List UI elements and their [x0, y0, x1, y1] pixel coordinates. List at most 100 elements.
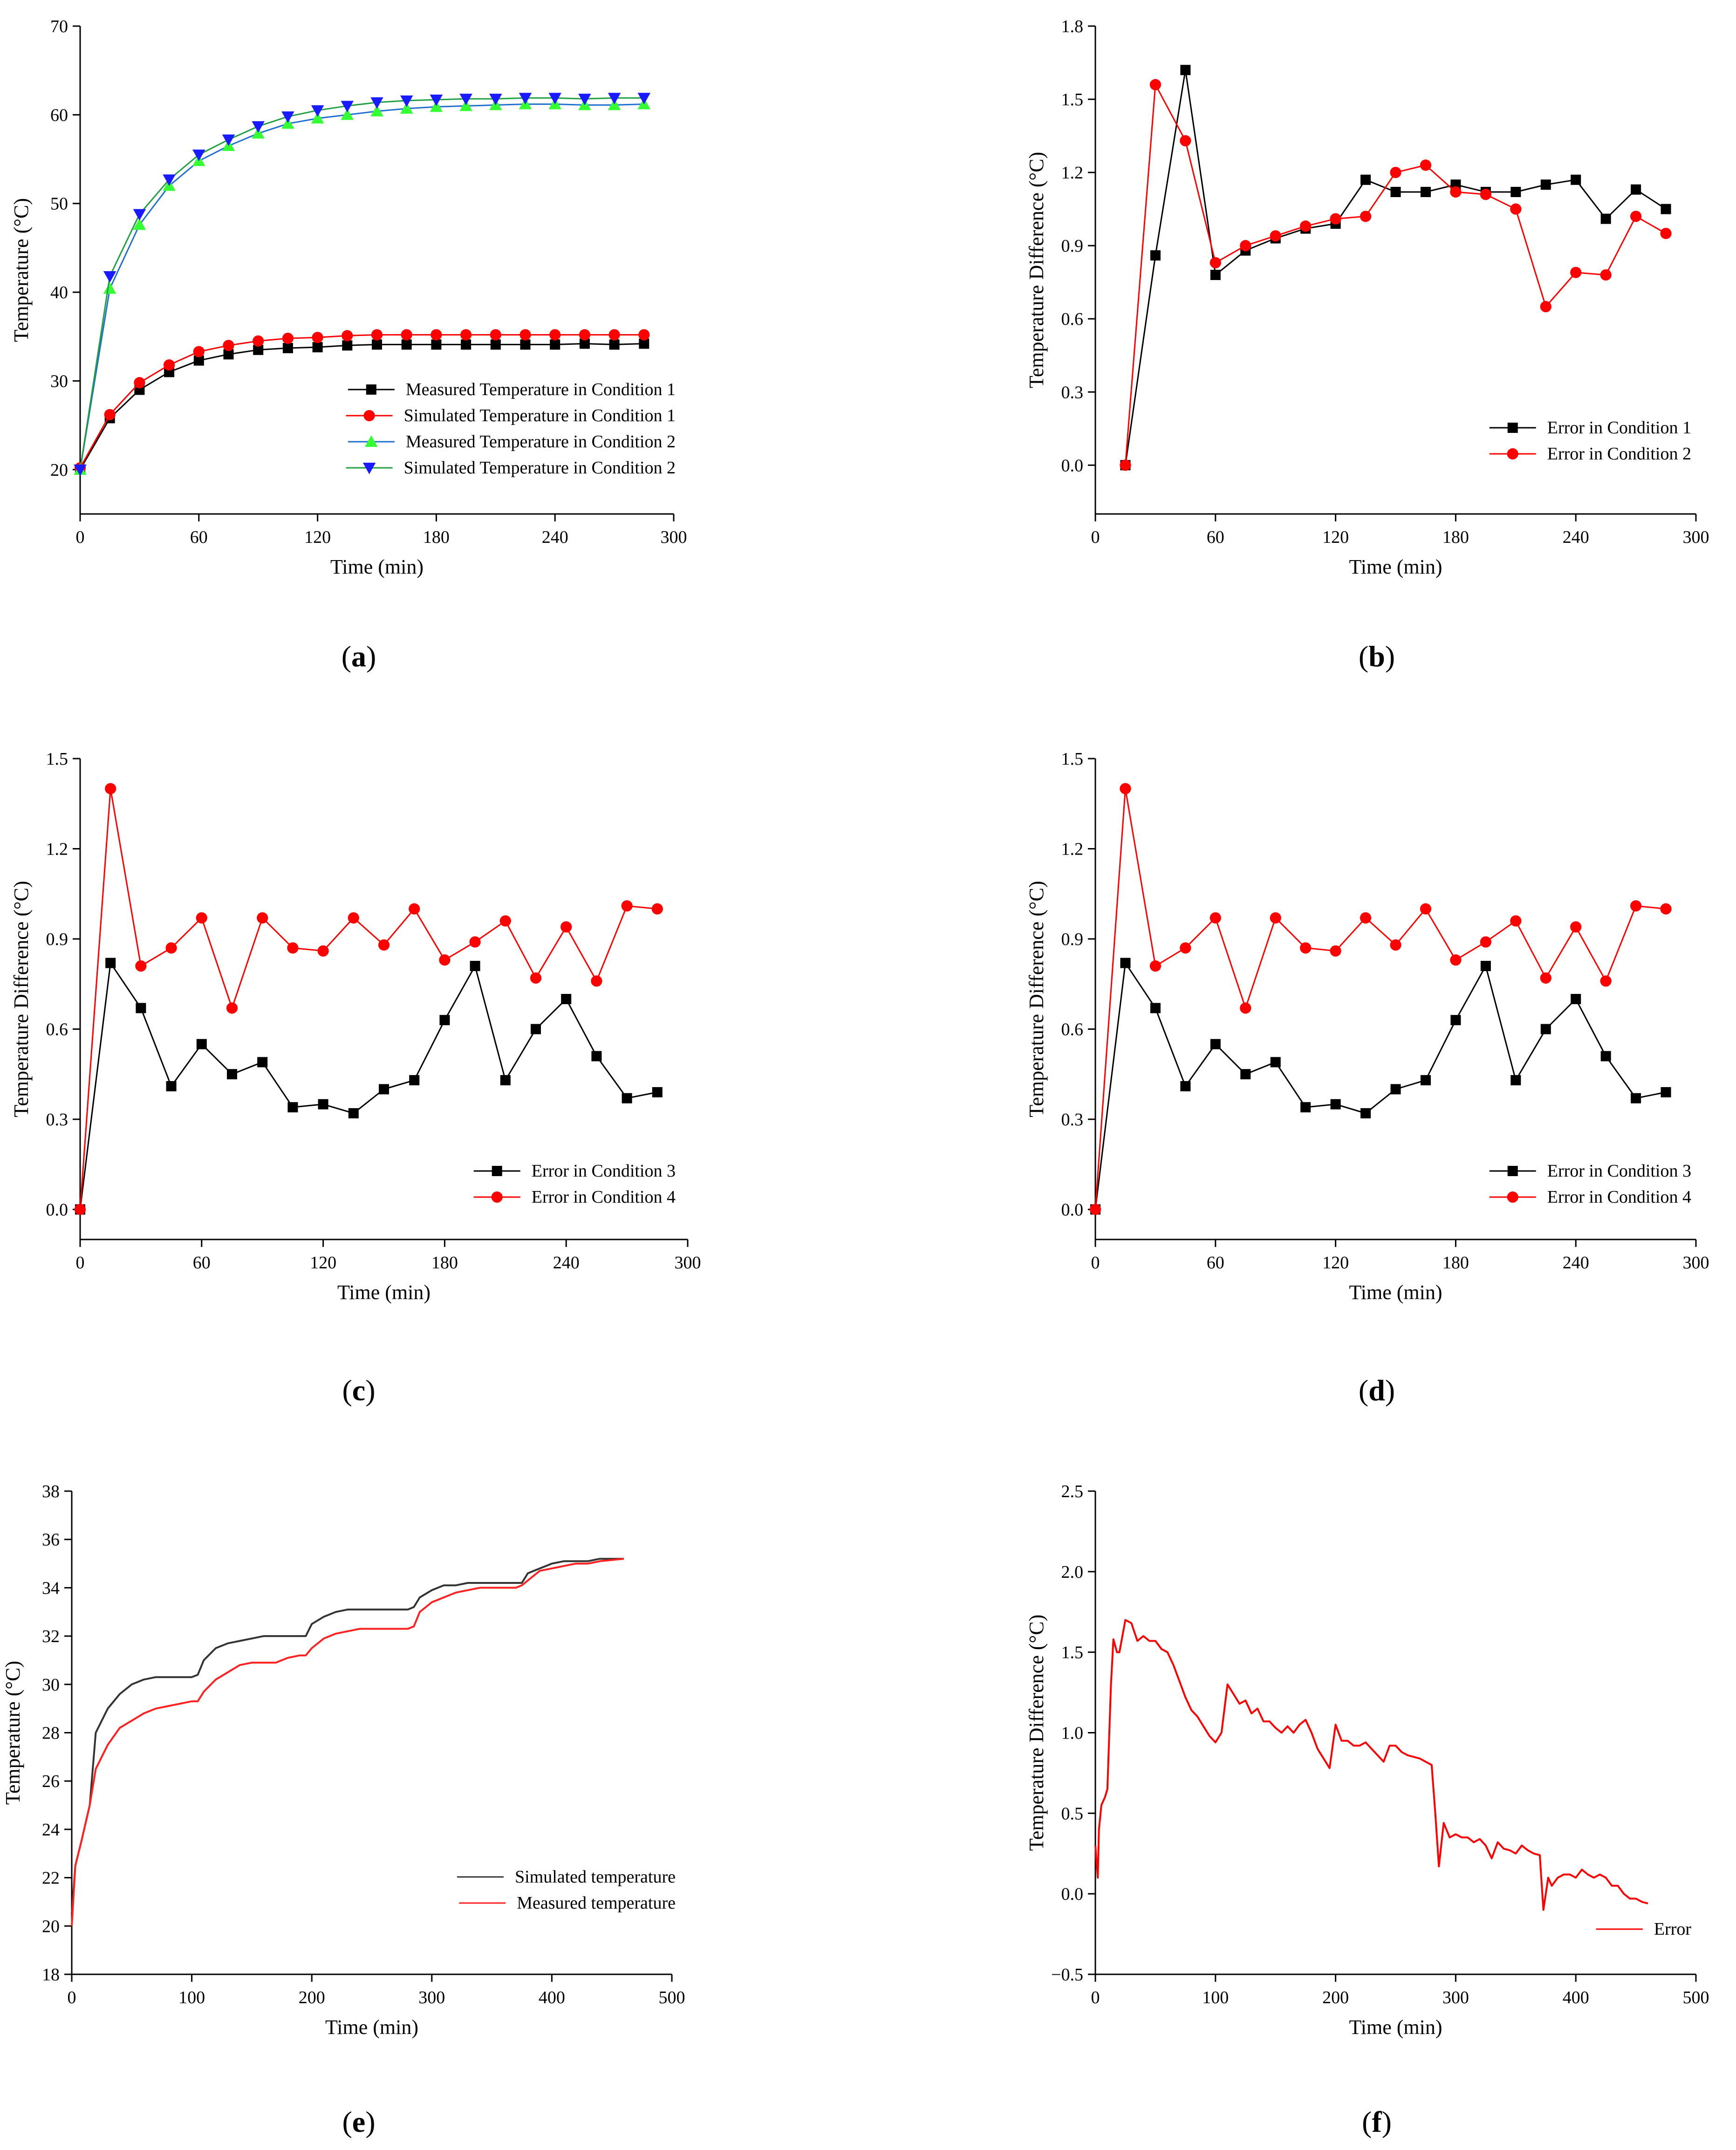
data-point	[342, 330, 353, 342]
data-point	[1450, 954, 1462, 966]
y-tick-label: 1.5	[1061, 749, 1084, 769]
x-tick-label: 0	[1091, 527, 1100, 547]
panel-label-close: )	[1385, 640, 1395, 673]
panel-label: (a)	[342, 640, 376, 673]
series-line	[79, 103, 644, 470]
y-tick-label: 38	[42, 1482, 60, 1501]
y-axis-title: Temperature (°C)	[10, 198, 33, 342]
data-point	[409, 1075, 420, 1086]
x-tick-label: 60	[193, 1253, 211, 1273]
data-point	[281, 111, 294, 123]
legend-label: Error	[1654, 1919, 1692, 1939]
data-point	[1420, 903, 1432, 915]
panel-label-open: (	[342, 640, 351, 673]
data-point	[311, 112, 324, 123]
data-point	[519, 329, 531, 341]
y-tick-label: 1.8	[1061, 17, 1084, 36]
data-point	[409, 903, 420, 915]
x-tick-label: 400	[539, 1988, 565, 2007]
data-point	[1330, 1099, 1341, 1109]
x-tick-label: 180	[423, 527, 450, 547]
y-tick-label: 1.2	[46, 840, 68, 859]
x-tick-label: 100	[1202, 1988, 1229, 2007]
y-tick-label: 30	[50, 371, 68, 391]
y-tick-label: 0.6	[1061, 1020, 1084, 1040]
y-tick-label: 22	[42, 1869, 60, 1888]
data-point	[1180, 1081, 1191, 1092]
data-point	[1150, 1003, 1161, 1013]
data-point	[136, 1003, 146, 1013]
series-4	[74, 93, 651, 476]
data-point	[105, 783, 116, 794]
panel-label-open: (	[1362, 2105, 1372, 2138]
legend-swatch-marker	[491, 1191, 503, 1203]
legend: Error in Condition 3 Error in Condition 4	[473, 1161, 676, 1207]
data-point	[608, 98, 621, 110]
y-tick-label: 1.2	[1061, 163, 1084, 183]
y-tick-label: 0.0	[46, 1200, 68, 1220]
x-axis-title: Time (min)	[1349, 555, 1442, 578]
legend-label: Error in Condition 1	[1547, 418, 1691, 438]
data-point	[1630, 211, 1642, 222]
panel-label: (c)	[342, 1374, 375, 1407]
data-point	[621, 900, 633, 912]
x-tick-label: 500	[659, 1988, 685, 2007]
data-point	[253, 344, 264, 355]
y-tick-label: 20	[42, 1917, 60, 1936]
chart-panel-e: 0 100 200 300 400 500 18 20 22 24 26 28 30 32 34 36 38 Ti…	[1, 1482, 685, 2138]
legend-swatch-marker	[362, 463, 376, 474]
y-tick-label: 1.5	[1061, 90, 1084, 110]
data-point	[1480, 961, 1491, 972]
data-point	[74, 1204, 86, 1215]
legend-label: Error in Condition 3	[532, 1161, 676, 1181]
panel-label: (b)	[1359, 640, 1395, 673]
x-tick-label: 300	[1683, 1253, 1709, 1273]
legend-label: Error in Condition 4	[1547, 1187, 1691, 1207]
data-point	[1150, 250, 1161, 261]
data-point	[193, 346, 205, 357]
panel-label-letter: b	[1368, 640, 1385, 673]
data-point	[1390, 939, 1401, 951]
data-point	[490, 339, 501, 350]
x-tick-label: 180	[1442, 527, 1469, 547]
data-point	[341, 101, 354, 113]
x-tick-label: 200	[1322, 1988, 1349, 2007]
data-point	[1571, 174, 1581, 185]
data-point	[1180, 135, 1191, 147]
x-tick-label: 240	[1563, 1253, 1589, 1273]
data-point	[378, 939, 390, 951]
data-point	[430, 100, 443, 112]
legend-label: Simulated temperature	[515, 1867, 676, 1887]
series-2	[1089, 783, 1672, 1215]
x-tick-label: 300	[418, 1988, 445, 2007]
data-point	[317, 945, 329, 957]
y-axis-title: Temperature Difference (°C)	[10, 881, 33, 1117]
data-point	[257, 1057, 268, 1068]
data-point	[531, 1024, 541, 1034]
data-point	[379, 1084, 389, 1095]
data-point	[579, 329, 590, 341]
x-tick-label: 300	[661, 527, 687, 547]
data-point	[459, 94, 472, 105]
x-tick-label: 120	[1322, 527, 1349, 547]
data-point	[431, 329, 442, 341]
data-point	[622, 1093, 632, 1103]
data-point	[637, 93, 651, 104]
data-point	[1450, 186, 1462, 198]
data-point	[134, 377, 145, 389]
data-point	[431, 339, 442, 350]
data-point	[1600, 213, 1611, 224]
x-tick-label: 240	[542, 527, 568, 547]
data-point	[196, 1039, 207, 1049]
x-tick-label: 60	[1207, 527, 1224, 547]
x-tick-label: 0	[76, 1253, 85, 1273]
legend-swatch-marker	[366, 384, 376, 395]
data-point	[549, 329, 561, 341]
data-point	[591, 1051, 602, 1061]
data-point	[1480, 189, 1491, 200]
series-line	[1124, 84, 1667, 466]
y-tick-label: 60	[50, 105, 68, 125]
data-point	[550, 339, 560, 350]
legend-label: Error in Condition 3	[1547, 1161, 1691, 1181]
data-point	[371, 329, 383, 341]
